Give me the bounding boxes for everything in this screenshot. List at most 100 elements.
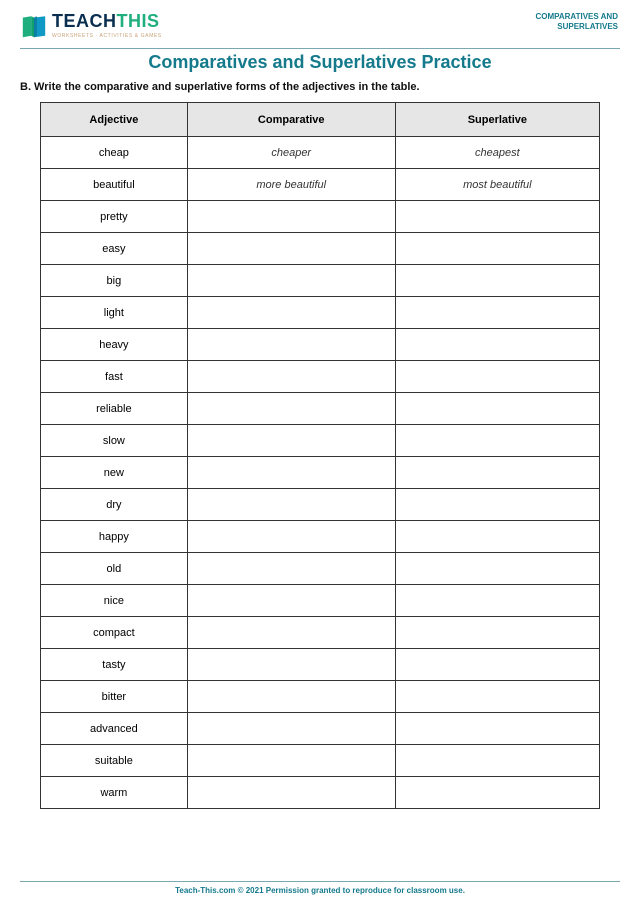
cell-adjective: happy bbox=[41, 521, 188, 553]
cell-superlative bbox=[395, 393, 599, 425]
cell-comparative bbox=[187, 553, 395, 585]
header: TEACHTHIS WORKSHEETS · ACTIVITIES & GAME… bbox=[20, 12, 620, 44]
table-row: slow bbox=[41, 425, 600, 457]
cell-adjective: pretty bbox=[41, 201, 188, 233]
cell-adjective: suitable bbox=[41, 745, 188, 777]
cell-comparative: more beautiful bbox=[187, 169, 395, 201]
cell-adjective: nice bbox=[41, 585, 188, 617]
topic-label-line2: SUPERLATIVES bbox=[557, 22, 618, 31]
cell-superlative bbox=[395, 329, 599, 361]
instructions: B. Write the comparative and superlative… bbox=[20, 80, 620, 95]
cell-adjective: advanced bbox=[41, 713, 188, 745]
table-row: new bbox=[41, 457, 600, 489]
cell-comparative bbox=[187, 297, 395, 329]
cell-superlative bbox=[395, 201, 599, 233]
cell-superlative bbox=[395, 361, 599, 393]
table-row: dry bbox=[41, 489, 600, 521]
cell-adjective: new bbox=[41, 457, 188, 489]
cell-adjective: easy bbox=[41, 233, 188, 265]
cell-comparative bbox=[187, 425, 395, 457]
col-comparative: Comparative bbox=[187, 103, 395, 137]
footer-text: Teach-This.com © 2021 Permission granted… bbox=[20, 886, 620, 896]
cell-adjective: reliable bbox=[41, 393, 188, 425]
cell-superlative bbox=[395, 745, 599, 777]
topic-label-line1: COMPARATIVES AND bbox=[535, 12, 618, 21]
cell-comparative bbox=[187, 329, 395, 361]
cell-superlative bbox=[395, 489, 599, 521]
cell-superlative: cheapest bbox=[395, 137, 599, 169]
cell-comparative: cheaper bbox=[187, 137, 395, 169]
cell-comparative bbox=[187, 489, 395, 521]
footer-rule bbox=[20, 881, 620, 882]
page-title: Comparatives and Superlatives Practice bbox=[20, 51, 620, 74]
cell-superlative bbox=[395, 457, 599, 489]
table-row: big bbox=[41, 265, 600, 297]
cell-adjective: bitter bbox=[41, 681, 188, 713]
cell-superlative bbox=[395, 617, 599, 649]
adjectives-table: Adjective Comparative Superlative cheapc… bbox=[40, 102, 600, 809]
cell-adjective: heavy bbox=[41, 329, 188, 361]
table-row: heavy bbox=[41, 329, 600, 361]
table-row: compact bbox=[41, 617, 600, 649]
table-row: reliable bbox=[41, 393, 600, 425]
cell-superlative bbox=[395, 585, 599, 617]
header-rule bbox=[20, 48, 620, 49]
col-superlative: Superlative bbox=[395, 103, 599, 137]
cell-adjective: big bbox=[41, 265, 188, 297]
brand-word2: THIS bbox=[117, 11, 160, 31]
cell-comparative bbox=[187, 617, 395, 649]
table-row: old bbox=[41, 553, 600, 585]
cell-comparative bbox=[187, 393, 395, 425]
topic-label: COMPARATIVES AND SUPERLATIVES bbox=[162, 12, 620, 31]
table-row: happy bbox=[41, 521, 600, 553]
cell-comparative bbox=[187, 265, 395, 297]
cell-superlative bbox=[395, 713, 599, 745]
cell-adjective: light bbox=[41, 297, 188, 329]
cell-adjective: old bbox=[41, 553, 188, 585]
cell-comparative bbox=[187, 201, 395, 233]
cell-superlative bbox=[395, 265, 599, 297]
table-row: advanced bbox=[41, 713, 600, 745]
cell-superlative: most beautiful bbox=[395, 169, 599, 201]
brand-name: TEACHTHIS bbox=[52, 12, 162, 30]
cell-comparative bbox=[187, 361, 395, 393]
cell-adjective: warm bbox=[41, 777, 188, 809]
table-row: bitter bbox=[41, 681, 600, 713]
col-adjective: Adjective bbox=[41, 103, 188, 137]
cell-superlative bbox=[395, 425, 599, 457]
table-row: suitable bbox=[41, 745, 600, 777]
table-row: easy bbox=[41, 233, 600, 265]
cell-adjective: slow bbox=[41, 425, 188, 457]
book-icon bbox=[20, 12, 48, 40]
cell-superlative bbox=[395, 553, 599, 585]
table-row: nice bbox=[41, 585, 600, 617]
cell-comparative bbox=[187, 457, 395, 489]
cell-adjective: cheap bbox=[41, 137, 188, 169]
cell-adjective: fast bbox=[41, 361, 188, 393]
table-row: fast bbox=[41, 361, 600, 393]
cell-superlative bbox=[395, 681, 599, 713]
cell-comparative bbox=[187, 681, 395, 713]
cell-comparative bbox=[187, 585, 395, 617]
cell-superlative bbox=[395, 521, 599, 553]
table-header-row: Adjective Comparative Superlative bbox=[41, 103, 600, 137]
cell-comparative bbox=[187, 233, 395, 265]
cell-adjective: tasty bbox=[41, 649, 188, 681]
cell-superlative bbox=[395, 649, 599, 681]
table-row: warm bbox=[41, 777, 600, 809]
cell-comparative bbox=[187, 521, 395, 553]
cell-adjective: compact bbox=[41, 617, 188, 649]
cell-comparative bbox=[187, 649, 395, 681]
cell-superlative bbox=[395, 233, 599, 265]
table-row: tasty bbox=[41, 649, 600, 681]
brand-word1: TEACH bbox=[52, 11, 117, 31]
logo: TEACHTHIS WORKSHEETS · ACTIVITIES & GAME… bbox=[20, 12, 162, 40]
cell-superlative bbox=[395, 777, 599, 809]
table-row: beautifulmore beautifulmost beautiful bbox=[41, 169, 600, 201]
cell-comparative bbox=[187, 745, 395, 777]
footer: Teach-This.com © 2021 Permission granted… bbox=[20, 881, 620, 896]
cell-comparative bbox=[187, 713, 395, 745]
cell-adjective: beautiful bbox=[41, 169, 188, 201]
cell-comparative bbox=[187, 777, 395, 809]
cell-superlative bbox=[395, 297, 599, 329]
